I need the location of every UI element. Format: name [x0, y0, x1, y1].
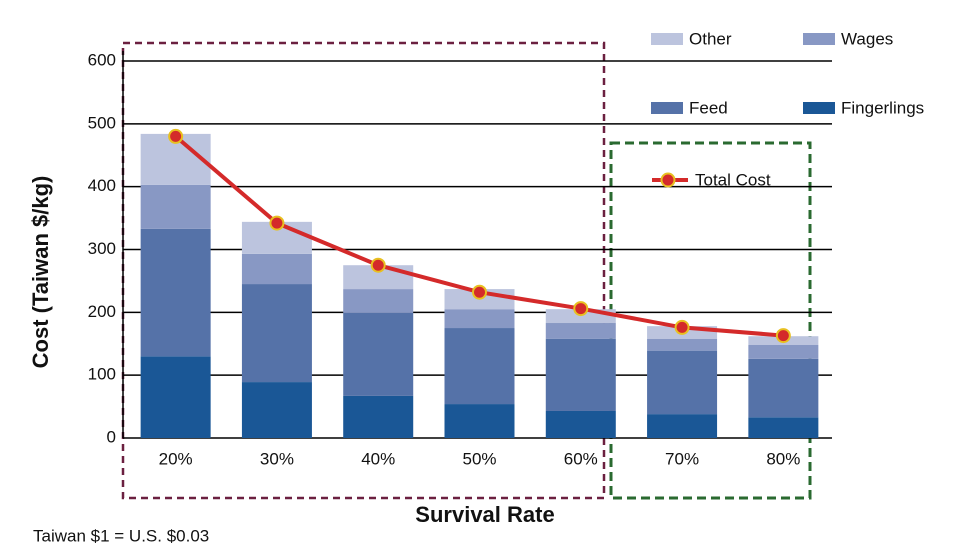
- bar-segment: [647, 414, 718, 438]
- bar-segment: [140, 228, 211, 357]
- x-tick-label: 80%: [766, 449, 800, 468]
- line-marker: [472, 284, 487, 300]
- bar-segment: [444, 309, 515, 329]
- line-marker: [168, 128, 184, 144]
- bar-segment: [241, 284, 312, 383]
- bar-segment: [241, 253, 312, 285]
- y-tick-label: 600: [88, 50, 116, 69]
- legend-swatch: [651, 102, 683, 114]
- bar-segment: [748, 345, 819, 359]
- line-marker: [660, 172, 676, 188]
- x-tick-label: 70%: [665, 449, 699, 468]
- bar-segment: [545, 323, 616, 339]
- bar-segment: [241, 382, 312, 438]
- y-tick-label: 500: [88, 113, 116, 132]
- bar-segment: [545, 410, 616, 438]
- bar-segment: [343, 312, 414, 396]
- bar-segment: [343, 289, 414, 313]
- legend-label: Fingerlings: [841, 98, 924, 117]
- line-marker: [674, 319, 690, 335]
- footnote: Taiwan $1 = U.S. $0.03: [33, 526, 209, 545]
- bar-segment: [444, 404, 515, 438]
- x-tick-label: 40%: [361, 449, 395, 468]
- x-tick-label: 50%: [462, 449, 496, 468]
- y-tick-label: 100: [88, 365, 116, 384]
- bar-segment: [140, 356, 211, 438]
- legend-label: Wages: [841, 29, 893, 48]
- x-tick-label: 20%: [159, 449, 193, 468]
- bar-segment: [647, 338, 718, 351]
- legend-label: Other: [689, 29, 732, 48]
- bar-segment: [748, 417, 819, 438]
- bar-segment: [647, 350, 718, 415]
- bar-segment: [140, 184, 211, 229]
- y-tick-label: 300: [88, 239, 116, 258]
- y-tick-label: 400: [88, 176, 116, 195]
- bar-segment: [748, 358, 819, 418]
- legend-label: Total Cost: [695, 170, 771, 189]
- y-tick-label: 0: [107, 427, 116, 446]
- y-tick-label: 200: [88, 302, 116, 321]
- bar-segment: [545, 338, 616, 411]
- legend-swatch: [651, 33, 683, 45]
- bar-segment: [343, 395, 414, 438]
- line-marker: [775, 328, 791, 344]
- legend-label: Feed: [689, 98, 728, 117]
- legend-swatch: [803, 33, 835, 45]
- y-axis-title: Cost (Taiwan $/kg): [28, 176, 53, 369]
- line-marker: [370, 257, 386, 273]
- x-tick-label: 30%: [260, 449, 294, 468]
- line-marker: [573, 301, 589, 317]
- x-tick-label: 60%: [564, 449, 598, 468]
- bar-segment: [444, 328, 515, 405]
- x-axis-title: Survival Rate: [415, 502, 554, 527]
- line-marker: [269, 215, 285, 231]
- legend-swatch: [803, 102, 835, 114]
